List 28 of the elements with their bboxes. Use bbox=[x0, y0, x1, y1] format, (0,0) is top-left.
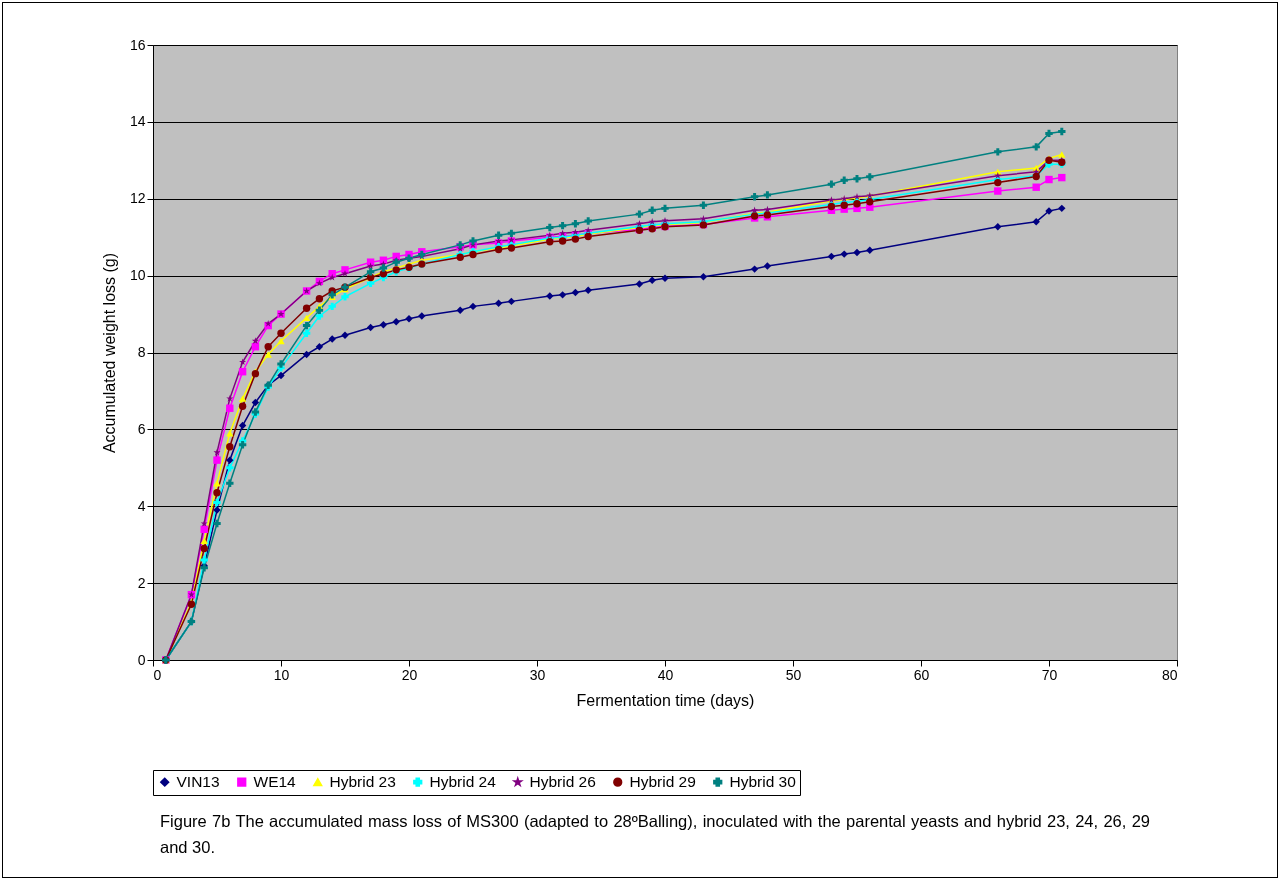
legend-label: Hybrid 30 bbox=[729, 773, 797, 791]
x-tick-label: 50 bbox=[785, 666, 802, 683]
x-axis-title: Fermentation time (days) bbox=[576, 691, 755, 709]
y-tick-label: 6 bbox=[137, 420, 146, 437]
x-tick-label: 40 bbox=[657, 666, 674, 683]
y-tick-label: 2 bbox=[137, 574, 146, 591]
x-tick-label: 30 bbox=[529, 666, 546, 683]
x-tick-label: 0 bbox=[153, 666, 162, 683]
legend-label: Hybrid 23 bbox=[329, 773, 396, 791]
x-tick-label: 60 bbox=[913, 666, 930, 683]
y-tick-label: 4 bbox=[137, 497, 146, 514]
y-tick-label: 10 bbox=[129, 267, 146, 284]
y-tick-label: 8 bbox=[137, 344, 146, 360]
x-tick-label: 70 bbox=[1041, 666, 1058, 683]
x-tick-label: 80 bbox=[1161, 666, 1178, 683]
x-tick-label: 10 bbox=[273, 666, 290, 683]
legend-label: Hybrid 26 bbox=[529, 773, 596, 791]
x-tick-label: 20 bbox=[401, 666, 418, 683]
y-tick-label: 0 bbox=[137, 651, 146, 668]
legend-label: WE14 bbox=[253, 773, 297, 791]
legend-label: VIN13 bbox=[176, 773, 220, 791]
y-tick-label: 16 bbox=[129, 36, 146, 53]
legend-label: Hybrid 29 bbox=[629, 773, 696, 791]
legend-label: Hybrid 24 bbox=[429, 773, 497, 791]
y-axis-title: Accumulated weight loss (g) bbox=[100, 252, 118, 454]
caption: Figure 7b The accumulated mass loss of MS300 (adapted to 28ºBalling), inoculated with the parental yeasts and hybrid 23, 24, 26, 29 and 30. bbox=[160, 811, 1150, 858]
y-tick-label: 14 bbox=[129, 113, 146, 130]
y-tick-label: 12 bbox=[129, 190, 146, 207]
